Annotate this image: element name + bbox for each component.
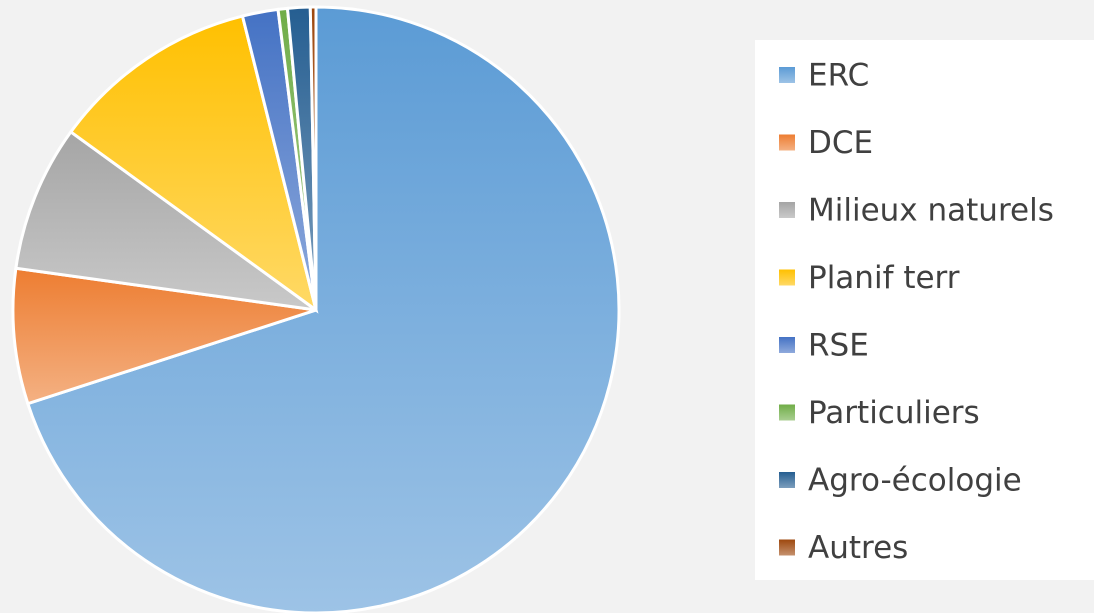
legend-swatch <box>779 472 795 488</box>
pie-slice <box>68 14 319 314</box>
legend-label: DCE <box>808 125 873 161</box>
legend-label: Particuliers <box>808 395 980 431</box>
pie-slice <box>11 266 317 406</box>
pie-slice <box>14 129 317 312</box>
legend-label: ERC <box>808 58 869 94</box>
legend-swatch <box>779 337 795 353</box>
legend-label: Milieux naturels <box>808 193 1054 229</box>
pie-slice <box>25 5 621 613</box>
legend-swatch <box>779 269 795 286</box>
pie-slice <box>308 5 318 311</box>
legend-box <box>755 40 1094 580</box>
legend-label: RSE <box>808 328 869 364</box>
legend-label: Autres <box>808 530 908 566</box>
legend-swatch <box>779 539 795 556</box>
legend-swatch <box>779 202 795 218</box>
legend-label: Planif terr <box>808 260 960 296</box>
legend-label: Agro-écologie <box>808 463 1022 499</box>
legend-swatch <box>779 134 795 151</box>
legend-swatch <box>779 67 795 83</box>
legend-swatch <box>779 404 795 421</box>
